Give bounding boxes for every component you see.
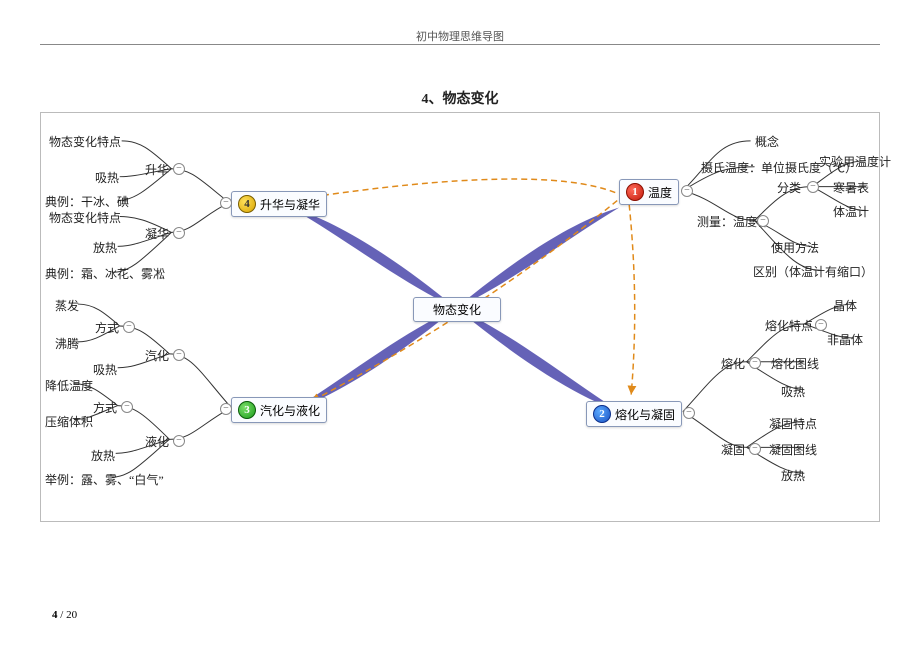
page-total: 20 bbox=[66, 609, 77, 621]
toggle-icon[interactable]: − bbox=[123, 321, 135, 333]
leaf: 吸热 bbox=[781, 383, 805, 400]
leaf: 体温计 bbox=[833, 203, 869, 220]
leaf: 凝固图线 bbox=[769, 441, 817, 458]
leaf: 压缩体积 bbox=[45, 413, 93, 430]
leaf: 概念 bbox=[755, 133, 779, 150]
topic-4-label: 升华与凝华 bbox=[260, 196, 320, 213]
leaf: 晶体 bbox=[833, 297, 857, 314]
toggle-icon[interactable]: − bbox=[757, 215, 769, 227]
leaf: 汽化 bbox=[145, 347, 169, 364]
leaf: 熔化特点 bbox=[765, 317, 813, 334]
center-label: 物态变化 bbox=[433, 301, 481, 318]
leaf: 升华 bbox=[145, 161, 169, 178]
toggle-icon[interactable]: − bbox=[173, 227, 185, 239]
toggle-icon[interactable]: − bbox=[681, 185, 693, 197]
badge-3-icon: 3 bbox=[238, 401, 256, 419]
leaf: 非晶体 bbox=[827, 331, 863, 348]
topic-2-node: 2 熔化与凝固 bbox=[586, 401, 682, 427]
leaf: 沸腾 bbox=[55, 335, 79, 352]
badge-2-icon: 2 bbox=[593, 405, 611, 423]
section-title: 4、物态变化 bbox=[0, 88, 920, 108]
topic-2-label: 熔化与凝固 bbox=[615, 406, 675, 423]
toggle-icon[interactable]: − bbox=[683, 407, 695, 419]
topic-1-node: 1 温度 bbox=[619, 179, 679, 205]
toggle-icon[interactable]: − bbox=[173, 435, 185, 447]
leaf: 使用方法 bbox=[771, 239, 819, 256]
toggle-icon[interactable]: − bbox=[220, 197, 232, 209]
leaf: 降低温度 bbox=[45, 377, 93, 394]
leaf: 实验用温度计 bbox=[819, 153, 891, 170]
leaf: 典例：霜、冰花、雾凇 bbox=[45, 265, 165, 282]
toggle-icon[interactable]: − bbox=[173, 163, 185, 175]
topic-3-label: 汽化与液化 bbox=[260, 402, 320, 419]
leaf: 蒸发 bbox=[55, 297, 79, 314]
leaf: 放热 bbox=[93, 239, 117, 256]
leaf: 放热 bbox=[781, 467, 805, 484]
page-header: 初中物理思维导图 bbox=[0, 28, 920, 44]
leaf: 凝固特点 bbox=[769, 415, 817, 432]
leaf: 方式 bbox=[95, 319, 119, 336]
leaf: 吸热 bbox=[95, 169, 119, 186]
mindmap-diagram: 物态变化 1 温度 − 2 熔化与凝固 − 3 汽化与液化 − 4 升华与凝华 … bbox=[40, 112, 880, 522]
leaf: 物态变化特点 bbox=[49, 209, 121, 226]
toggle-icon[interactable]: − bbox=[815, 319, 827, 331]
toggle-icon[interactable]: − bbox=[749, 443, 761, 455]
leaf: 举例：露、雾、“白气” bbox=[45, 471, 164, 488]
leaf: 凝固 bbox=[721, 441, 745, 458]
header-rule bbox=[40, 44, 880, 45]
leaf: 物态变化特点 bbox=[49, 133, 121, 150]
topic-1-label: 温度 bbox=[648, 184, 672, 201]
leaf: 寒暑表 bbox=[833, 179, 869, 196]
leaf: 方式 bbox=[93, 399, 117, 416]
badge-1-icon: 1 bbox=[626, 183, 644, 201]
toggle-icon[interactable]: − bbox=[807, 181, 819, 193]
topic-3-node: 3 汽化与液化 bbox=[231, 397, 327, 423]
toggle-icon[interactable]: − bbox=[173, 349, 185, 361]
leaf: 典例：干冰、碘 bbox=[45, 193, 129, 210]
toggle-icon[interactable]: − bbox=[121, 401, 133, 413]
leaf: 区别（体温计有缩口） bbox=[753, 263, 873, 280]
page-current: 4 bbox=[52, 609, 58, 621]
leaf: 熔化图线 bbox=[771, 355, 819, 372]
leaf: 凝华 bbox=[145, 225, 169, 242]
leaf: 分类 bbox=[777, 179, 801, 196]
leaf: 放热 bbox=[91, 447, 115, 464]
page-number: 4 / 20 bbox=[52, 609, 77, 621]
leaf: 液化 bbox=[145, 433, 169, 450]
toggle-icon[interactable]: − bbox=[749, 357, 761, 369]
leaf: 熔化 bbox=[721, 355, 745, 372]
badge-4-icon: 4 bbox=[238, 195, 256, 213]
leaf: 吸热 bbox=[93, 361, 117, 378]
topic-4-node: 4 升华与凝华 bbox=[231, 191, 327, 217]
center-node: 物态变化 bbox=[413, 297, 501, 322]
toggle-icon[interactable]: − bbox=[220, 403, 232, 415]
